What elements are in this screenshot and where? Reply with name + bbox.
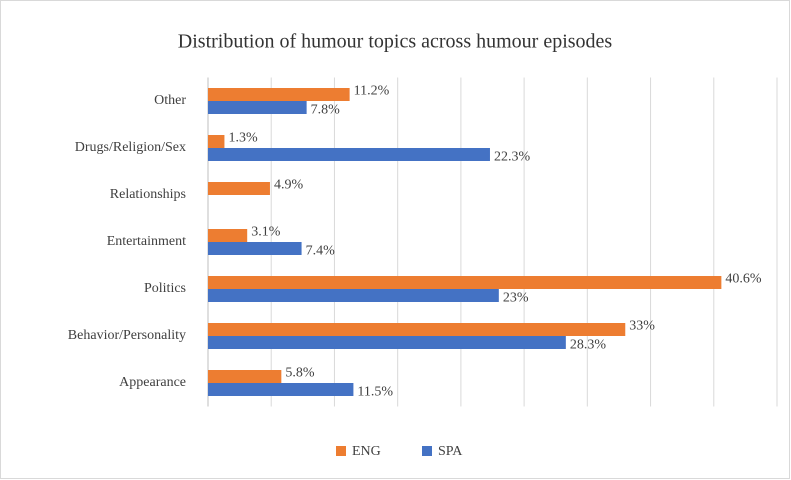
data-label: 22.3% bbox=[494, 150, 530, 165]
bar bbox=[208, 383, 354, 396]
y-tick-label: Appearance bbox=[119, 375, 186, 390]
bar bbox=[208, 182, 270, 195]
data-label: 4.9% bbox=[274, 178, 304, 193]
data-label: 33% bbox=[629, 319, 655, 334]
legend-label: ENG bbox=[352, 444, 381, 459]
data-label: 7.8% bbox=[311, 103, 341, 118]
bar bbox=[208, 323, 626, 336]
bar bbox=[208, 336, 566, 349]
y-tick-label: Entertainment bbox=[107, 234, 186, 249]
data-label: 23% bbox=[503, 291, 529, 306]
bar bbox=[208, 370, 282, 383]
bar bbox=[208, 148, 490, 161]
data-label: 5.8% bbox=[285, 366, 315, 381]
bar bbox=[208, 289, 499, 302]
data-label: 3.1% bbox=[251, 225, 281, 240]
data-label: 11.5% bbox=[357, 385, 393, 400]
legend-swatch bbox=[422, 446, 432, 456]
data-label: 40.6% bbox=[725, 272, 762, 287]
bar bbox=[208, 135, 225, 148]
y-tick-label: Politics bbox=[144, 281, 186, 296]
data-label: 1.3% bbox=[228, 131, 258, 146]
y-tick-label: Behavior/Personality bbox=[68, 328, 186, 343]
legend-label: SPA bbox=[438, 444, 463, 459]
y-tick-label: Relationships bbox=[110, 187, 186, 202]
bar bbox=[208, 276, 722, 289]
bar bbox=[208, 242, 302, 255]
data-label: 28.3% bbox=[570, 338, 607, 353]
data-label: 11.2% bbox=[354, 84, 390, 99]
bar bbox=[208, 101, 307, 114]
y-tick-label: Other bbox=[154, 93, 186, 108]
bar bbox=[208, 229, 248, 242]
y-tick-label: Drugs/Religion/Sex bbox=[75, 140, 186, 155]
legend-swatch bbox=[336, 446, 346, 456]
chart-title: Distribution of humour topics across hum… bbox=[178, 31, 613, 53]
data-label: 7.4% bbox=[306, 244, 336, 259]
bar bbox=[208, 88, 350, 101]
